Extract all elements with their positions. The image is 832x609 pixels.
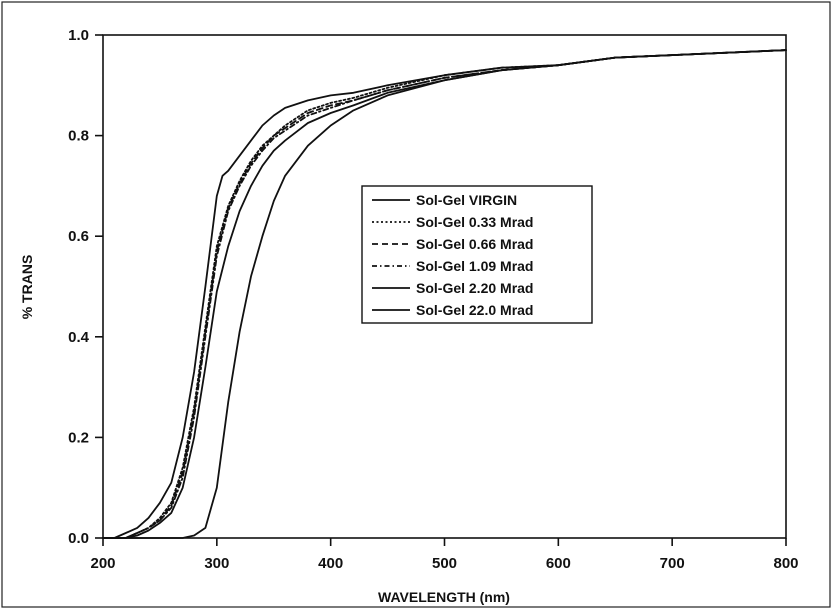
y-tick-label: 0.6 [68, 228, 89, 245]
y-tick-label: 1.0 [68, 27, 89, 44]
x-axis-title: WAVELENGTH (nm) [378, 589, 510, 605]
x-axis-ticks: 200 300 400 500 600 700 800 [90, 538, 799, 572]
series-lines [102, 49, 787, 539]
x-tick-label: 600 [546, 555, 571, 572]
legend-label: Sol-Gel 0.66 Mrad [416, 236, 533, 252]
x-tick-label: 800 [773, 555, 798, 572]
series-line-4 [102, 49, 787, 539]
y-axis-ticks: 0.0 0.2 0.4 0.6 0.8 1.0 [68, 27, 103, 547]
series-line-2 [102, 49, 787, 539]
x-tick-label: 700 [660, 555, 685, 572]
y-tick-label: 0.8 [68, 128, 89, 145]
legend-label: Sol-Gel 0.33 Mrad [416, 214, 533, 230]
legend: Sol-Gel VIRGIN Sol-Gel 0.33 Mrad Sol-Gel 0… [361, 185, 593, 324]
legend-label: Sol-Gel 22.0 Mrad [416, 302, 533, 318]
y-tick-label: 0.2 [68, 429, 89, 446]
x-tick-label: 200 [90, 555, 115, 572]
y-axis-title: % TRANS [19, 255, 35, 320]
series-line-6 [102, 49, 787, 539]
x-tick-label: 500 [432, 555, 457, 572]
x-tick-label: 400 [318, 555, 343, 572]
y-tick-label: 0.0 [68, 530, 89, 547]
legend-label: Sol-Gel 2.20 Mrad [416, 280, 533, 296]
legend-box [361, 185, 593, 324]
x-tick-label: 300 [204, 555, 229, 572]
legend-label: Sol-Gel VIRGIN [416, 192, 517, 208]
legend-label: Sol-Gel 1.09 Mrad [416, 258, 533, 274]
y-tick-label: 0.4 [68, 329, 90, 346]
